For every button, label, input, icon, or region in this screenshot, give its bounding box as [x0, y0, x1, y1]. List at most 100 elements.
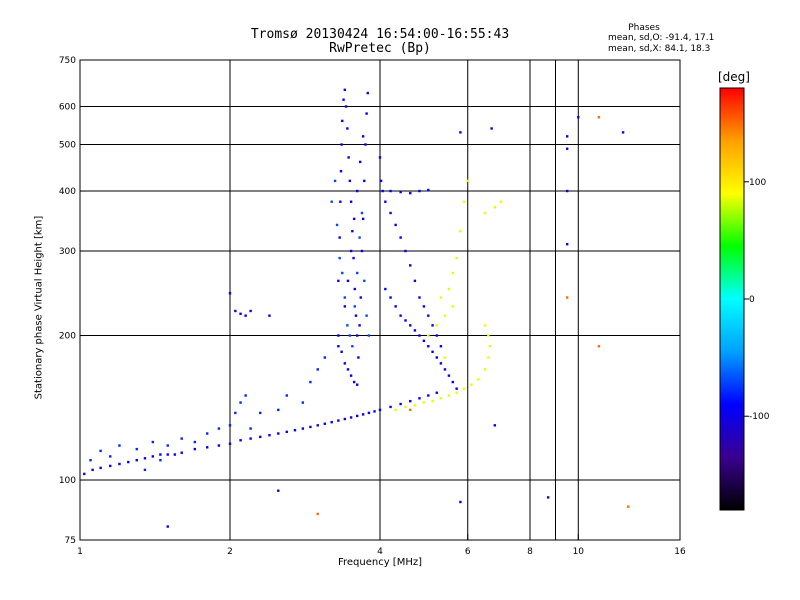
echo-point	[379, 179, 383, 183]
echo-point	[418, 189, 421, 193]
echo-point	[439, 296, 443, 299]
y-tick-label: 500	[59, 141, 76, 151]
echo-point	[459, 131, 462, 134]
echo-point	[373, 410, 376, 413]
echo-point	[353, 287, 356, 291]
echo-point	[285, 430, 288, 434]
echo-point	[347, 156, 350, 159]
echo-point	[365, 314, 368, 317]
echo-point	[91, 468, 94, 472]
echo-point	[363, 279, 366, 283]
echo-point	[351, 345, 354, 348]
x-tick-label: 2	[227, 547, 233, 557]
echo-point	[309, 380, 312, 384]
echo-point	[621, 131, 625, 134]
x-tick-label: 6	[465, 547, 471, 557]
echo-point	[435, 334, 438, 337]
echo-point	[301, 401, 305, 404]
echo-point	[546, 496, 550, 499]
echo-point	[443, 356, 447, 359]
echo-point	[228, 442, 232, 445]
echo-point	[340, 143, 343, 146]
echo-point	[337, 279, 340, 283]
echo-point	[431, 399, 434, 403]
axis-ticks: 1 2 4 6 8 10 16 75 100 200 300 400 500 600 750	[59, 56, 686, 557]
echo-point	[343, 296, 347, 299]
echo-point	[352, 217, 356, 221]
echo-point	[447, 374, 451, 377]
echo-point	[341, 119, 344, 123]
echo-point	[565, 189, 569, 193]
echo-point	[89, 458, 92, 462]
colorbar-tick-label: -100	[749, 412, 770, 422]
echo-point	[349, 249, 353, 253]
echo-point	[355, 189, 359, 193]
echo-point	[159, 453, 162, 456]
echo-point	[455, 391, 458, 394]
echo-point	[364, 143, 367, 146]
echo-point	[83, 472, 86, 476]
y-tick-label: 600	[59, 103, 76, 113]
echo-point	[339, 200, 342, 203]
echo-point	[565, 242, 569, 246]
echo-point	[439, 345, 443, 348]
echo-point	[244, 314, 247, 317]
echo-point	[365, 112, 368, 115]
echo-point	[418, 334, 421, 337]
colorbar-label: [deg]	[718, 70, 750, 84]
echo-point	[462, 200, 466, 203]
echo-point	[316, 424, 319, 427]
y-tick-label: 400	[59, 187, 76, 197]
echo-point	[378, 408, 382, 412]
echo-point	[451, 305, 455, 308]
echo-point	[228, 424, 232, 427]
echo-point	[413, 279, 417, 283]
echo-point	[447, 287, 451, 291]
echo-point	[143, 468, 147, 472]
echo-point	[249, 309, 252, 313]
echo-point	[337, 419, 340, 422]
echo-point	[455, 256, 458, 260]
echo-point	[427, 345, 430, 348]
echo-point	[346, 279, 350, 283]
echo-point	[487, 356, 490, 359]
echo-point	[135, 458, 138, 462]
echo-point	[483, 368, 487, 371]
y-tick-label: 75	[65, 536, 76, 546]
echo-point	[234, 309, 237, 313]
echo-point	[323, 356, 327, 359]
echo-point	[343, 362, 347, 365]
echo-point	[217, 444, 221, 447]
echo-point	[193, 440, 197, 444]
echo-point	[193, 447, 197, 451]
echo-point	[394, 408, 397, 412]
echo-point	[346, 368, 350, 371]
phase-stats-title: Phases	[628, 23, 660, 33]
echo-point	[367, 334, 371, 337]
x-tick-label: 10	[573, 547, 585, 557]
echo-point	[151, 455, 155, 458]
echo-point	[277, 408, 280, 412]
echo-point	[109, 455, 112, 458]
echo-point	[346, 127, 349, 130]
echo-point	[490, 127, 493, 130]
echo-point	[234, 411, 237, 415]
echo-point	[366, 91, 369, 95]
echo-point	[239, 312, 242, 315]
echo-point	[353, 305, 356, 308]
echo-point	[333, 179, 337, 183]
echo-point	[427, 188, 430, 192]
echo-point	[389, 296, 392, 299]
echo-point	[409, 264, 412, 267]
phase-stats-x-mode: mean, sd,X: 84.1, 18.3	[608, 44, 711, 54]
echo-points	[83, 88, 630, 528]
echo-point	[355, 334, 359, 337]
echo-point	[427, 394, 430, 397]
echo-point	[597, 345, 601, 348]
echo-point	[367, 411, 371, 415]
echo-point	[451, 271, 455, 275]
echo-point	[277, 432, 280, 435]
echo-point	[488, 345, 492, 348]
echo-point	[418, 296, 421, 299]
echo-point	[439, 397, 443, 400]
